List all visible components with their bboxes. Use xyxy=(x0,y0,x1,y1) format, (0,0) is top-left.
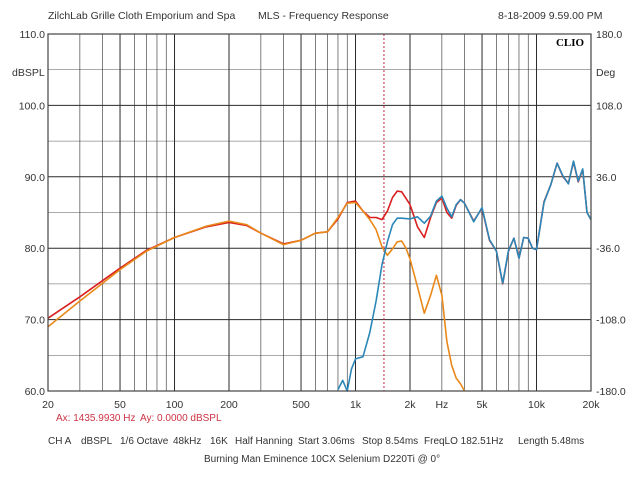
settings-sample-rate: 48kHz xyxy=(173,436,202,447)
timestamp: 8-18-2009 9.59.00 PM xyxy=(498,10,603,22)
settings-window: Half Hanning xyxy=(235,436,293,447)
caption: Burning Man Eminence 10CX Selenium D220T… xyxy=(204,454,441,465)
cursor-x-readout: Ax: 1435.9930 Hz xyxy=(56,413,136,424)
y-tick-label: 80.0 xyxy=(25,243,46,255)
settings-length: Length 5.48ms xyxy=(518,436,585,447)
settings-smoothing: 1/6 Octave xyxy=(120,436,169,447)
company-title: ZilchLab Grille Cloth Emporium and Spa xyxy=(48,10,236,22)
x-tick-label: 10k xyxy=(528,399,546,411)
x-tick-label: 2k xyxy=(404,399,416,411)
y-tick-label: 100.0 xyxy=(19,100,45,112)
y2-tick-label: 36.0 xyxy=(596,172,617,184)
x-tick-label: 20 xyxy=(42,399,54,411)
x-tick-label: 200 xyxy=(220,399,238,411)
settings-freqlo: FreqLO 182.51Hz xyxy=(424,436,504,447)
clio-badge: CLIO xyxy=(556,37,585,49)
settings-start: Start 3.06ms xyxy=(298,436,355,447)
y2-tick-label: -108.0 xyxy=(596,315,626,327)
x-tick-label: 100 xyxy=(166,399,184,411)
y-tick-label: 70.0 xyxy=(25,315,46,327)
settings-size: 16K xyxy=(210,436,228,447)
x-tick-label: Hz xyxy=(435,399,448,411)
y-tick-label: 110.0 xyxy=(20,29,46,41)
y-tick-label: 90.0 xyxy=(25,172,46,184)
y2-tick-label: -180.0 xyxy=(596,386,626,398)
left-axis-unit: dBSPL xyxy=(12,67,45,79)
y2-tick-label: 108.0 xyxy=(596,100,622,112)
y2-tick-label: 180.0 xyxy=(596,29,622,41)
curve-orange xyxy=(47,201,466,392)
curves xyxy=(47,160,592,392)
y-tick-label: 60.0 xyxy=(25,386,46,398)
grid xyxy=(48,34,591,391)
axis-labels: 110.0 100.0 90.0 80.0 70.0 60.0 dBSPL 180.0 108.… xyxy=(12,29,626,411)
cursor-y-readout: Ay: 0.0000 dBSPL xyxy=(140,413,222,424)
x-tick-label: 1k xyxy=(350,399,362,411)
curve-red xyxy=(47,161,592,319)
curve-blue xyxy=(337,160,592,392)
x-tick-label: 50 xyxy=(114,399,126,411)
x-tick-label: 20k xyxy=(583,399,601,411)
settings-unit: dBSPL xyxy=(81,436,113,447)
settings-channel: CH A xyxy=(48,436,72,447)
plot-frame xyxy=(47,33,592,392)
analysis-title: MLS - Frequency Response xyxy=(258,10,389,22)
x-tick-label: 500 xyxy=(292,399,310,411)
y2-tick-label: -36.0 xyxy=(596,243,620,255)
settings-stop: Stop 8.54ms xyxy=(362,436,419,447)
right-axis-unit: Deg xyxy=(596,67,615,79)
x-tick-label: 5k xyxy=(476,399,488,411)
